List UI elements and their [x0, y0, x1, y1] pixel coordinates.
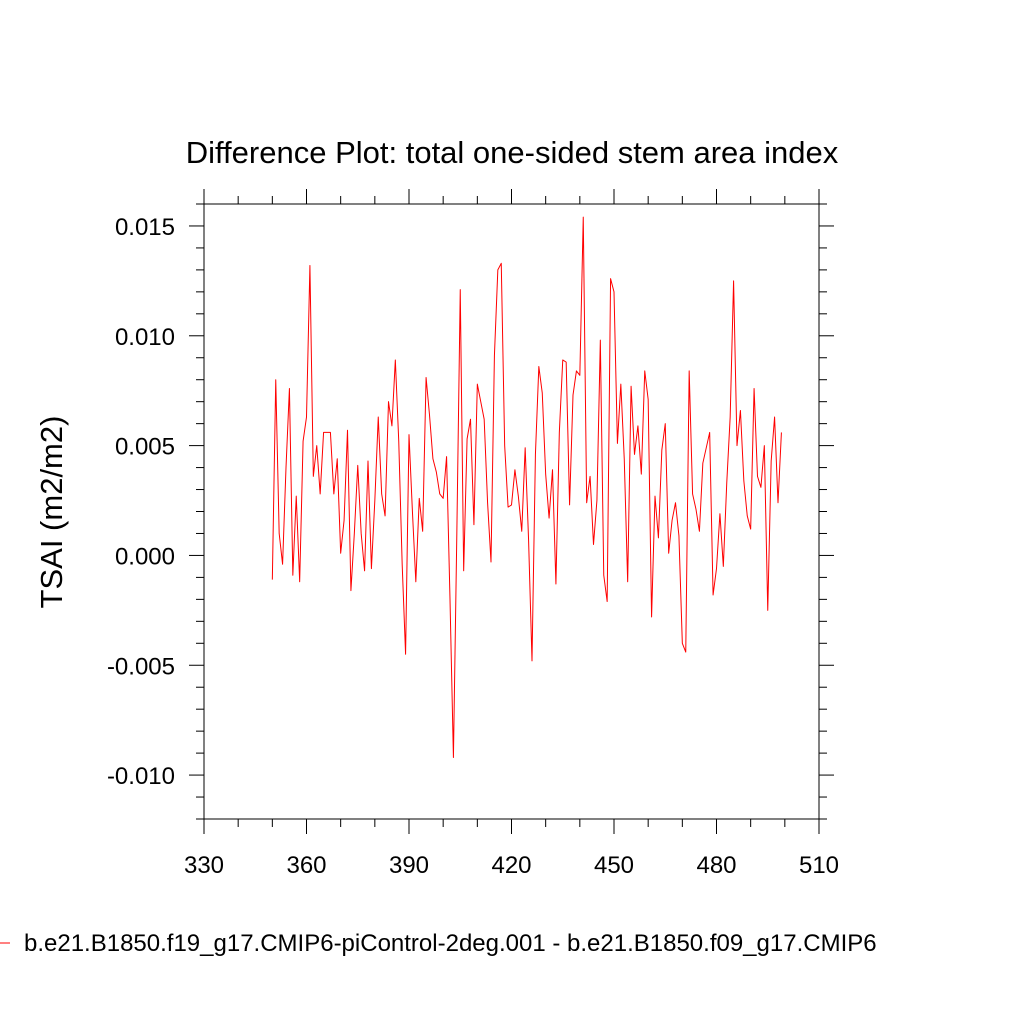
- chart-title: Difference Plot: total one-sided stem ar…: [186, 135, 839, 170]
- legend-entry: b.e21.B1850.f19_g17.CMIP6-piControl-2deg…: [24, 930, 877, 957]
- x-tick-label: 450: [594, 852, 634, 879]
- y-tick-label: 0.005: [115, 434, 175, 461]
- axis-ticks: [189, 189, 834, 834]
- plot-frame: [203, 203, 820, 820]
- y-axis-label: TSAI (m2/m2): [34, 416, 69, 609]
- x-tick-label: 390: [389, 852, 429, 879]
- x-tick-label: 480: [696, 852, 736, 879]
- series-line: [271, 216, 782, 758]
- y-tick-label: -0.005: [107, 653, 175, 680]
- x-tick-label: 330: [184, 852, 224, 879]
- y-tick-label: 0.010: [115, 324, 175, 351]
- x-tick-labels: 330 360 390 420 450 480 510: [184, 852, 839, 879]
- x-tick-label: 420: [491, 852, 531, 879]
- series-layer: [271, 216, 782, 758]
- x-tick-label: 360: [286, 852, 326, 879]
- x-tick-label: 510: [799, 852, 839, 879]
- y-tick-label: -0.010: [107, 763, 175, 790]
- y-tick-label: 0.000: [115, 543, 175, 570]
- y-tick-labels: -0.010 -0.005 0.000 0.005 0.010 0.015: [107, 214, 175, 790]
- y-tick-label: 0.015: [115, 214, 175, 241]
- legend: b.e21.B1850.f19_g17.CMIP6-piControl-2deg…: [0, 930, 877, 957]
